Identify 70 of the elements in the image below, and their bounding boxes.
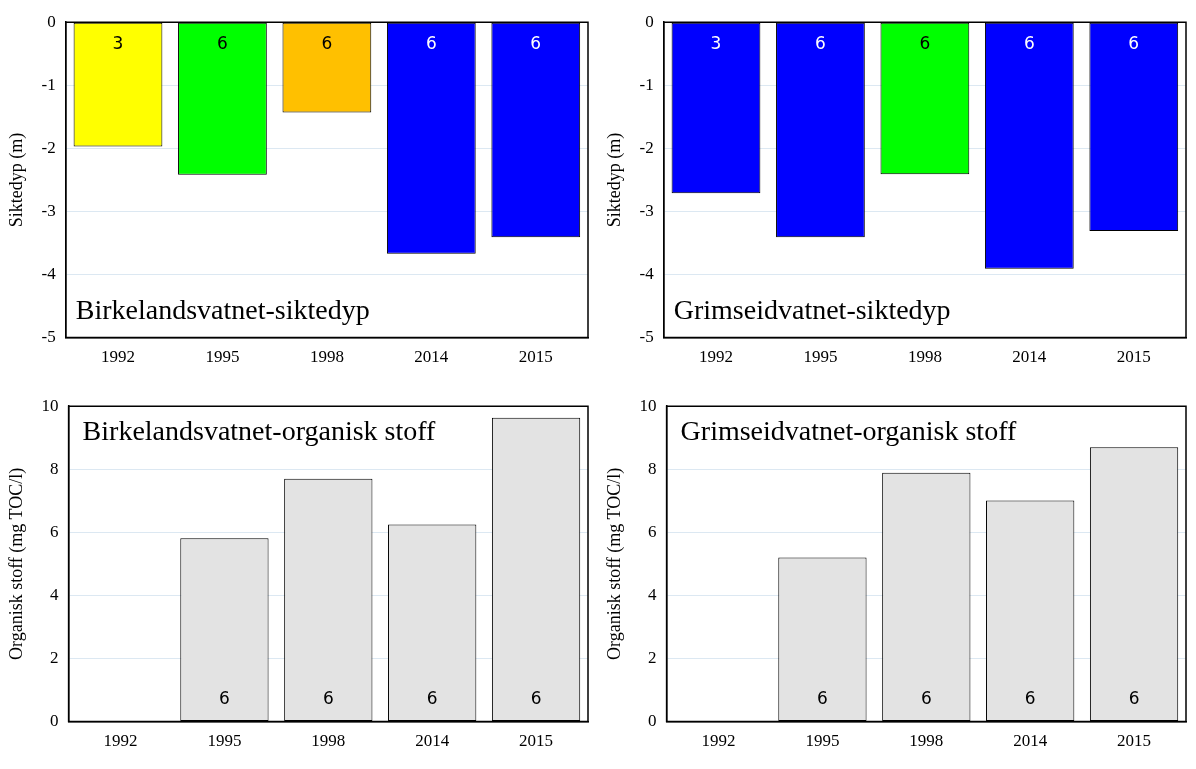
text: Grimseidvatnet-siktedyp xyxy=(673,293,951,325)
x-tick-label: 1995 xyxy=(207,731,242,751)
y-tick-label: 10 xyxy=(639,395,657,415)
y-tick-label: 0 xyxy=(50,711,59,731)
x-tick-label: 1998 xyxy=(309,347,344,367)
annotation: 6 xyxy=(815,32,826,53)
x-tick-label: 2015 xyxy=(519,731,554,751)
y-tick-label: -2 xyxy=(639,137,654,157)
y-axis-title: Organisk stoff (mg TOC/l) xyxy=(603,467,625,660)
y-tick-label: -2 xyxy=(41,137,56,157)
x-tick-label: 1992 xyxy=(701,731,736,751)
x-tick-label: 1995 xyxy=(205,347,240,367)
x-tick-label: 2014 xyxy=(1012,347,1047,367)
y-tick-label: -3 xyxy=(639,200,654,220)
x-tick-label: 1992 xyxy=(100,347,135,367)
annotation: 6 xyxy=(1024,688,1036,709)
x-tick-label: 1998 xyxy=(909,731,944,751)
y-axis-title: Organisk stoff (mg TOC/l) xyxy=(5,467,27,660)
y-tick-label: 4 xyxy=(648,584,658,604)
annotation: 6 xyxy=(530,688,542,709)
annotation: 3 xyxy=(112,32,124,53)
x-tick-label: 1995 xyxy=(805,731,840,751)
y-tick-label: 6 xyxy=(50,521,59,541)
chart-title: Birkelandsvatnet-organisk stoff xyxy=(82,414,437,446)
x-tick-label: 1998 xyxy=(907,347,942,367)
y-tick-label: 2 xyxy=(648,647,657,667)
y-tick-label: -1 xyxy=(639,74,654,94)
y-axis-title: Siktedyp (m) xyxy=(5,132,27,228)
y-tick-label: -4 xyxy=(639,263,655,283)
annotation: 6 xyxy=(217,32,228,53)
y-axis-title: Siktedyp (m) xyxy=(603,132,625,228)
y-tick-label: 8 xyxy=(50,458,59,478)
y-tick-label: 10 xyxy=(41,395,59,415)
y-tick-label: -5 xyxy=(41,327,56,347)
annotation: 6 xyxy=(919,32,931,53)
x-tick-label: 2015 xyxy=(518,347,553,367)
y-tick-label: 4 xyxy=(50,584,60,604)
annotation: 3 xyxy=(710,32,722,53)
x-tick-label: 2014 xyxy=(1013,731,1048,751)
annotation: 6 xyxy=(920,688,932,709)
x-tick-label: 2015 xyxy=(1117,731,1152,751)
annotation: 6 xyxy=(1128,688,1140,709)
x-tick-label: 2015 xyxy=(1116,347,1151,367)
annotation: 6 xyxy=(817,688,828,709)
annotation: 6 xyxy=(530,32,542,53)
annotation: 6 xyxy=(1023,32,1035,53)
x-tick-label: 1992 xyxy=(103,731,138,751)
x-tick-label: 2014 xyxy=(414,347,449,367)
y-tick-label: -5 xyxy=(639,327,654,347)
y-tick-label: 2 xyxy=(50,647,59,667)
y-tick-label: 8 xyxy=(648,458,657,478)
y-tick-label: 0 xyxy=(648,711,657,731)
y-tick-label: 0 xyxy=(645,11,654,31)
y-tick-label: 0 xyxy=(47,11,56,31)
x-tick-label: 1995 xyxy=(803,347,838,367)
annotation: 6 xyxy=(425,32,437,53)
y-tick-label: -3 xyxy=(41,200,56,220)
y-tick-label: -1 xyxy=(41,74,56,94)
annotation: 6 xyxy=(426,688,438,709)
y-tick-label: -4 xyxy=(41,263,57,283)
annotation: 6 xyxy=(1128,32,1140,53)
chart-title: Grimseidvatnet-organisk stoff xyxy=(680,414,1017,446)
y-tick-label: 6 xyxy=(648,521,657,541)
x-tick-label: 2014 xyxy=(415,731,450,751)
text: Birkelandsvatnet-siktedyp xyxy=(75,293,370,325)
x-tick-label: 1998 xyxy=(311,731,346,751)
annotation: 6 xyxy=(321,32,333,53)
annotation: 6 xyxy=(219,688,230,709)
x-tick-label: 1992 xyxy=(698,347,733,367)
annotation: 6 xyxy=(322,688,334,709)
